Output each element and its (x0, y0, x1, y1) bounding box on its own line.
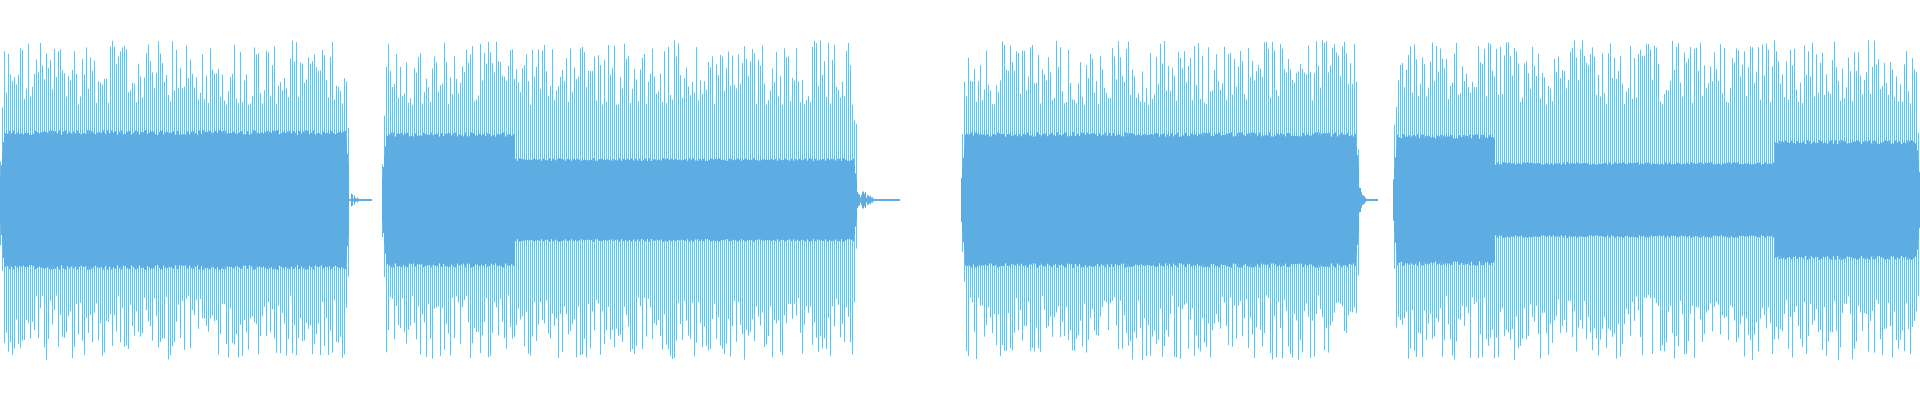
waveform-core (0, 130, 1920, 270)
